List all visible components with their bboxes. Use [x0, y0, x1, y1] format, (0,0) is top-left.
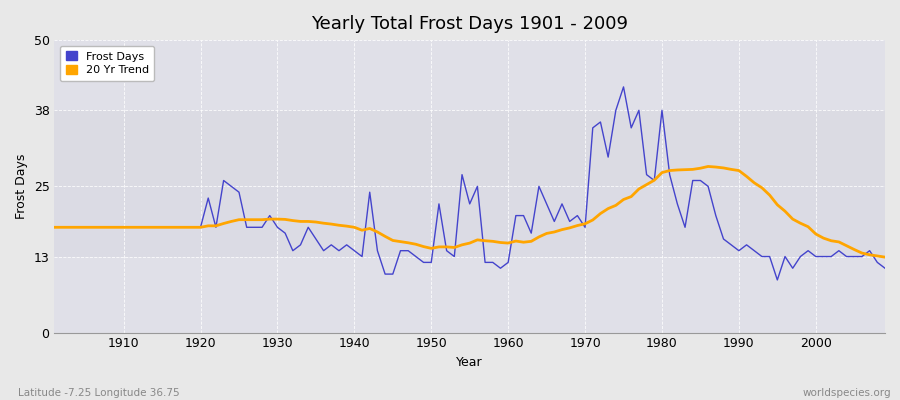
Frost Days: [326, 242, 337, 247]
Line: Frost Days: Frost Days: [54, 87, 885, 280]
20 Yr Trend: [703, 164, 714, 169]
20 Yr Trend: [879, 255, 890, 260]
Text: worldspecies.org: worldspecies.org: [803, 388, 891, 398]
Frost Days: [280, 231, 291, 236]
20 Yr Trend: [503, 241, 514, 246]
Frost Days: [503, 260, 514, 265]
Y-axis label: Frost Days: Frost Days: [15, 154, 28, 219]
20 Yr Trend: [49, 225, 59, 230]
Frost Days: [111, 225, 122, 230]
Title: Yearly Total Frost Days 1901 - 2009: Yearly Total Frost Days 1901 - 2009: [311, 15, 628, 33]
20 Yr Trend: [111, 225, 122, 230]
Frost Days: [595, 120, 606, 124]
20 Yr Trend: [595, 211, 606, 216]
Frost Days: [618, 84, 629, 89]
20 Yr Trend: [326, 222, 337, 226]
20 Yr Trend: [495, 240, 506, 245]
Frost Days: [495, 266, 506, 271]
Bar: [54, 186, 885, 256]
Bar: [54, 110, 885, 186]
Text: Latitude -7.25 Longitude 36.75: Latitude -7.25 Longitude 36.75: [18, 388, 180, 398]
20 Yr Trend: [280, 217, 291, 222]
X-axis label: Year: Year: [456, 356, 483, 369]
Frost Days: [49, 225, 59, 230]
Frost Days: [772, 278, 783, 282]
Frost Days: [879, 266, 890, 271]
Line: 20 Yr Trend: 20 Yr Trend: [54, 166, 885, 257]
Legend: Frost Days, 20 Yr Trend: Frost Days, 20 Yr Trend: [60, 46, 154, 81]
